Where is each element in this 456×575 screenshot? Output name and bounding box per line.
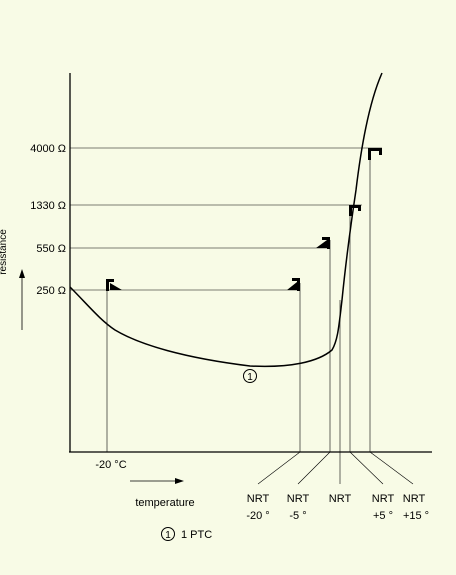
leader-nrt-minus5 bbox=[297, 451, 331, 485]
nrt-sub-4: +5 ° bbox=[373, 510, 393, 522]
leader-nrt-minus20 bbox=[257, 451, 301, 485]
level-label-250: 250 Ω bbox=[36, 285, 66, 297]
marker-4000 bbox=[368, 148, 382, 160]
marker-250-left bbox=[106, 279, 122, 291]
ptc-curve bbox=[69, 72, 383, 368]
nrt-sub-5: +15 ° bbox=[403, 510, 429, 522]
nrt-label-5: NRT bbox=[403, 493, 426, 505]
legend-text: 1 PTC bbox=[181, 529, 212, 541]
curve-marker: 1 bbox=[243, 369, 257, 383]
nrt-label-4: NRT bbox=[372, 493, 395, 505]
curve-marker-number: 1 bbox=[247, 372, 253, 383]
nrt-label-2: NRT bbox=[287, 493, 310, 505]
y-axis-label: resistance bbox=[0, 229, 9, 275]
marker-550 bbox=[316, 237, 330, 249]
nrt-sub-1: -20 ° bbox=[246, 510, 269, 522]
level-label-1330: 1330 Ω bbox=[30, 200, 66, 212]
nrt-label-1: NRT bbox=[247, 493, 270, 505]
right-arrow-icon bbox=[175, 478, 184, 484]
marker-250-right bbox=[287, 278, 300, 291]
x-axis-label: temperature bbox=[135, 497, 194, 509]
marker-1330 bbox=[349, 205, 361, 216]
nrt-sub-2: -5 ° bbox=[289, 510, 306, 522]
legend: 1 1 PTC bbox=[161, 527, 212, 541]
legend-symbol-number: 1 bbox=[165, 530, 171, 541]
level-label-4000: 4000 Ω bbox=[30, 143, 66, 155]
temp-marker-label: -20 °C bbox=[95, 459, 126, 471]
leader-nrt-plus5 bbox=[349, 451, 384, 485]
up-arrow-icon bbox=[19, 269, 25, 278]
legend-symbol bbox=[161, 527, 175, 541]
level-label-550: 550 Ω bbox=[36, 243, 66, 255]
nrt-label-3: NRT bbox=[329, 493, 352, 505]
leader-nrt-plus15 bbox=[369, 451, 414, 485]
